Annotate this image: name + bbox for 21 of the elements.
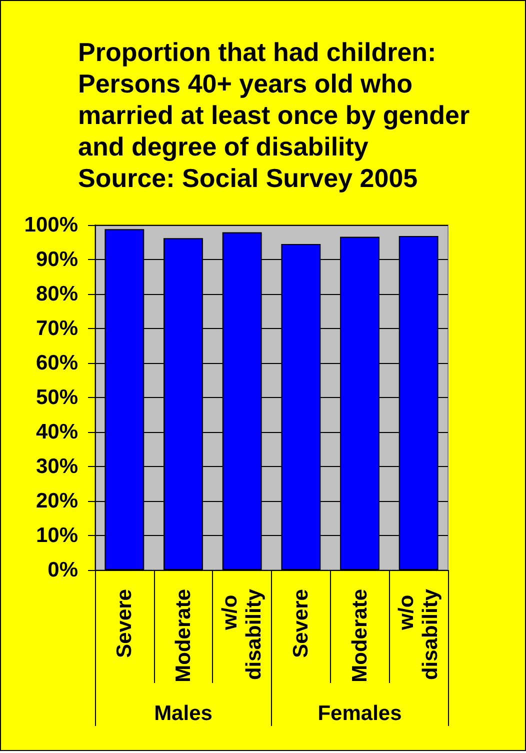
y-tick-label: 100% xyxy=(24,214,78,236)
y-tick-label: 0% xyxy=(48,558,78,582)
y-tick-label: 70% xyxy=(36,317,78,340)
y-tick-label: 20% xyxy=(36,490,78,512)
text: Males xyxy=(154,702,212,725)
y-tick-label: 30% xyxy=(36,455,78,478)
y-tick-label: 60% xyxy=(36,352,78,374)
x-tick-label: Severe xyxy=(112,589,136,658)
x-tick-label: Moderate xyxy=(172,589,195,682)
y-tick-label: 40% xyxy=(36,420,78,444)
y-tick-label: 50% xyxy=(36,386,78,409)
x-tick-label: Severe xyxy=(289,589,312,658)
y-tick-label: 90% xyxy=(36,248,78,271)
y-tick-label: 80% xyxy=(36,282,78,306)
x-tick-label: w/o disability xyxy=(218,588,266,680)
y-tick-label: 10% xyxy=(36,524,78,547)
text: Females xyxy=(318,702,402,725)
x-tick-label: Moderate xyxy=(348,589,372,682)
source-note: Source: Social Survey 2005 xyxy=(78,162,418,193)
chart-title: Proportion that had children: Persons 40+ years old who married at least once by gender and degree of disability xyxy=(78,36,470,162)
x-tick-label: w/o disability xyxy=(395,588,442,680)
